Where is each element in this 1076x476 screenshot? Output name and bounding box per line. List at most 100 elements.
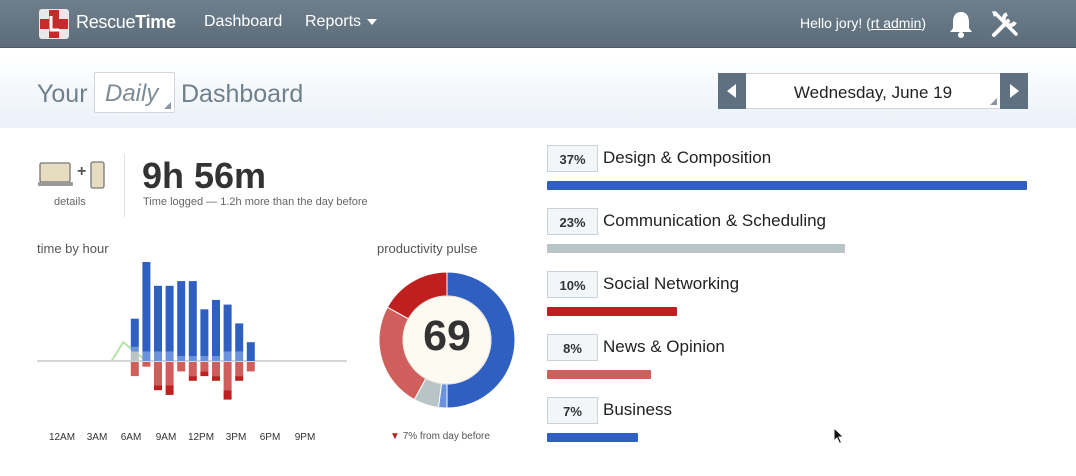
hour-bar-very-distracting xyxy=(235,376,244,381)
hour-bar-very-distracting xyxy=(212,376,220,381)
rescuetime-logo-icon[interactable] xyxy=(38,8,70,40)
category-row[interactable]: 8% News & Opinion xyxy=(547,334,1037,394)
hour-bar-distracting xyxy=(130,362,139,377)
productivity-pulse-title: productivity pulse xyxy=(377,241,478,256)
user-greeting: Hello jory! (rt admin) xyxy=(800,15,927,31)
top-nav-bar xyxy=(0,0,1076,48)
category-bar xyxy=(547,370,651,379)
hour-bar-productive xyxy=(130,346,139,352)
pulse-center xyxy=(402,295,492,385)
hour-tick-label: 9AM xyxy=(155,432,177,443)
arrow-down-icon: ▼ xyxy=(390,431,400,442)
hour-bar-productive xyxy=(212,356,220,361)
mouse-cursor-icon xyxy=(833,427,845,445)
hour-bar-very-productive xyxy=(188,281,197,357)
brand-name[interactable]: RescueTime xyxy=(76,12,176,32)
user-account-link[interactable]: rt admin xyxy=(870,15,922,31)
hour-bar-very-productive xyxy=(235,323,244,352)
hour-tick-label: 9PM xyxy=(294,432,316,443)
details-link[interactable]: details xyxy=(54,196,86,208)
category-row[interactable]: 7% Business xyxy=(547,397,1037,457)
dropdown-corner-icon xyxy=(164,102,171,109)
hour-bar-distracting xyxy=(188,362,197,377)
hour-bar-distracting xyxy=(142,362,151,367)
hour-bar-distracting xyxy=(200,362,209,372)
hour-bar-very-productive xyxy=(212,299,220,357)
nav-reports-dropdown[interactable]: Reports xyxy=(305,13,378,31)
category-bar xyxy=(547,433,638,442)
hour-bar-very-distracting xyxy=(165,385,174,395)
category-percent: 10% xyxy=(547,271,598,298)
hour-tick-label: 6PM xyxy=(259,432,281,443)
date-picker[interactable]: Wednesday, June 19 xyxy=(746,73,1000,109)
next-day-button[interactable] xyxy=(1000,73,1028,109)
settings-tools-icon[interactable] xyxy=(990,9,1020,39)
time-logged-subtitle: Time logged — 1.2h more than the day bef… xyxy=(143,196,368,208)
nav-dashboard[interactable]: Dashboard xyxy=(204,13,283,30)
hour-bar-very-productive xyxy=(154,285,162,352)
hour-bar-very-distracting xyxy=(188,376,197,381)
hour-bar-productive xyxy=(223,351,232,361)
hour-tick-label: 12AM xyxy=(48,432,76,443)
hour-bar-productive xyxy=(154,351,162,361)
hour-bar-distracting xyxy=(246,362,255,372)
time-by-hour-chart[interactable] xyxy=(37,262,349,412)
title-dashboard: Dashboard xyxy=(181,80,304,108)
category-name: Design & Composition xyxy=(603,148,772,167)
hour-tick-label: 3PM xyxy=(225,432,247,443)
previous-day-button[interactable] xyxy=(718,73,746,109)
hour-tick-label: 6AM xyxy=(120,432,142,443)
bell-icon[interactable] xyxy=(948,10,974,38)
time-by-hour-title: time by hour xyxy=(37,241,109,256)
hour-bar-distracting xyxy=(177,362,186,372)
category-bar xyxy=(547,244,846,253)
category-row[interactable]: 10% Social Networking xyxy=(547,271,1037,331)
hour-bar-productive xyxy=(200,356,209,361)
hour-bar-distracting xyxy=(212,362,220,377)
category-bar xyxy=(547,181,1027,190)
plus-sign: + xyxy=(77,163,87,180)
hour-bar-very-distracting xyxy=(200,371,209,377)
hour-bar-distracting xyxy=(223,362,232,391)
hour-bar-productive xyxy=(188,356,197,361)
date-label: Wednesday, June 19 xyxy=(793,83,953,102)
hour-bar-very-productive xyxy=(223,304,232,352)
category-bar xyxy=(547,307,677,316)
period-selector[interactable]: Daily xyxy=(94,72,175,113)
hour-bar-very-distracting xyxy=(223,390,232,400)
category-percent: 23% xyxy=(547,208,598,235)
hour-tick-label: 12PM xyxy=(187,432,215,443)
hour-bar-distracting xyxy=(235,362,244,377)
devices-icon[interactable] xyxy=(38,161,108,191)
productivity-pulse-chart[interactable] xyxy=(378,271,516,409)
category-name: Business xyxy=(603,400,672,419)
hour-bar-very-distracting xyxy=(154,385,162,391)
category-row[interactable]: 23% Communication & Scheduling xyxy=(547,208,1037,268)
hour-bar-productive xyxy=(142,351,151,361)
chevron-down-icon xyxy=(367,18,378,25)
hour-bar-very-productive xyxy=(246,342,255,361)
divider xyxy=(124,154,125,217)
hour-bar-productive xyxy=(165,351,174,361)
neutral-trace xyxy=(110,340,148,362)
hour-tick-label: 3AM xyxy=(86,432,108,443)
category-name: Communication & Scheduling xyxy=(603,211,827,230)
dropdown-corner-icon xyxy=(990,98,997,105)
hour-bar-distracting xyxy=(154,362,162,386)
category-row[interactable]: 37% Design & Composition xyxy=(547,145,1037,205)
hour-bar-distracting xyxy=(165,362,174,386)
total-time: 9h 56m xyxy=(142,155,267,196)
period-label: Daily xyxy=(105,80,159,107)
category-name: Social Networking xyxy=(603,274,740,293)
hour-bar-productive xyxy=(235,351,244,361)
hour-bar-very-productive xyxy=(142,262,151,352)
category-percent: 8% xyxy=(547,334,598,361)
hour-bar-very-productive xyxy=(200,309,209,357)
category-percent: 7% xyxy=(547,397,598,424)
category-percent: 37% xyxy=(547,145,598,172)
hour-bar-very-productive xyxy=(177,281,186,357)
pulse-change: ▼ 7% from day before xyxy=(390,431,490,442)
hour-bar-productive xyxy=(177,356,186,361)
title-your: Your xyxy=(37,80,88,108)
hour-bar-neutral xyxy=(130,351,139,361)
